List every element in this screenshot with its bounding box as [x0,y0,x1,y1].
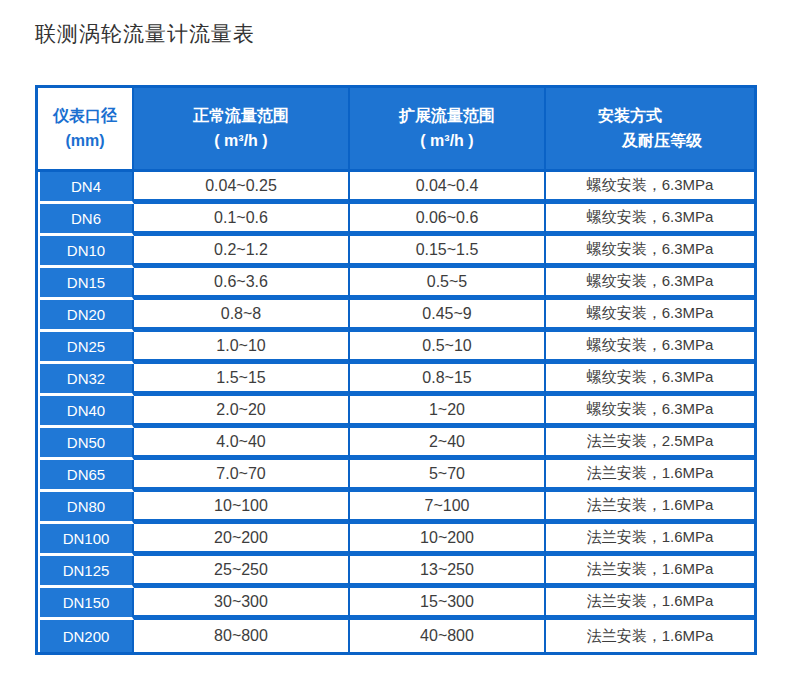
diameter-cell: DN200 [38,620,134,652]
installation-cell: 螺纹安装，6.3MPa [546,332,754,364]
diameter-cell: DN65 [38,460,134,492]
installation-cell: 螺纹安装，6.3MPa [546,204,754,236]
extended-range-cell: 0.04~0.4 [350,172,546,204]
extended-range-cell: 40~800 [350,620,546,652]
table-row: DN504.0~402~40法兰安装，2.5MPa [38,428,754,460]
installation-cell: 螺纹安装，6.3MPa [546,396,754,428]
table-row: DN20080~80040~800法兰安装，1.6MPa [38,620,754,652]
table-row: DN15030~30015~300法兰安装，1.6MPa [38,588,754,620]
extended-range-cell: 1~20 [350,396,546,428]
installation-cell: 法兰安装，1.6MPa [546,588,754,620]
table-row: DN150.6~3.60.5~5螺纹安装，6.3MPa [38,268,754,300]
installation-cell: 法兰安装，1.6MPa [546,524,754,556]
diameter-cell: DN10 [38,236,134,268]
table-header-row: 仪表口径 (mm) 正常流量范围 ( m³/h ) 扩展流量范围 ( m³/h … [38,88,754,172]
page-title: 联测涡轮流量计流量表 [35,20,255,48]
diameter-cell: DN4 [38,172,134,204]
normal-range-cell: 4.0~40 [134,428,350,460]
table-row: DN40.04~0.250.04~0.4螺纹安装，6.3MPa [38,172,754,204]
diameter-cell: DN125 [38,556,134,588]
header-diameter-label: 仪表口径 [53,104,117,129]
header-normal-range-label: 正常流量范围 [193,104,289,129]
extended-range-cell: 2~40 [350,428,546,460]
table-row: DN10020~20010~200法兰安装，1.6MPa [38,524,754,556]
table-row: DN402.0~201~20螺纹安装，6.3MPa [38,396,754,428]
extended-range-cell: 0.5~10 [350,332,546,364]
diameter-cell: DN15 [38,268,134,300]
diameter-cell: DN25 [38,332,134,364]
header-extended-range-unit: ( m³/h ) [399,129,495,154]
normal-range-cell: 20~200 [134,524,350,556]
installation-cell: 螺纹安装，6.3MPa [546,300,754,332]
diameter-cell: DN50 [38,428,134,460]
normal-range-cell: 0.8~8 [134,300,350,332]
table-row: DN200.8~80.45~9螺纹安装，6.3MPa [38,300,754,332]
installation-cell: 法兰安装，1.6MPa [546,620,754,652]
normal-range-cell: 30~300 [134,588,350,620]
table-row: DN251.0~100.5~10螺纹安装，6.3MPa [38,332,754,364]
normal-range-cell: 25~250 [134,556,350,588]
extended-range-cell: 0.5~5 [350,268,546,300]
extended-range-cell: 0.06~0.6 [350,204,546,236]
header-normal-range-unit: ( m³/h ) [193,129,289,154]
installation-cell: 螺纹安装，6.3MPa [546,268,754,300]
table-row: DN657.0~705~70法兰安装，1.6MPa [38,460,754,492]
normal-range-cell: 1.0~10 [134,332,350,364]
extended-range-cell: 5~70 [350,460,546,492]
normal-range-cell: 0.2~1.2 [134,236,350,268]
normal-range-cell: 10~100 [134,492,350,524]
normal-range-cell: 0.1~0.6 [134,204,350,236]
table-row: DN12525~25013~250法兰安装，1.6MPa [38,556,754,588]
table-body: DN40.04~0.250.04~0.4螺纹安装，6.3MPaDN60.1~0.… [38,172,754,652]
extended-range-cell: 0.15~1.5 [350,236,546,268]
extended-range-cell: 15~300 [350,588,546,620]
header-cell-installation: 安装方式 及耐压等级 [546,88,754,172]
flow-meter-spec-table: 仪表口径 (mm) 正常流量范围 ( m³/h ) 扩展流量范围 ( m³/h … [35,85,757,655]
installation-cell: 法兰安装，1.6MPa [546,492,754,524]
normal-range-cell: 2.0~20 [134,396,350,428]
table-row: DN321.5~150.8~15螺纹安装，6.3MPa [38,364,754,396]
installation-cell: 法兰安装，1.6MPa [546,460,754,492]
header-cell-extended-range: 扩展流量范围 ( m³/h ) [350,88,546,172]
installation-cell: 螺纹安装，6.3MPa [546,364,754,396]
diameter-cell: DN100 [38,524,134,556]
table-row: DN100.2~1.20.15~1.5螺纹安装，6.3MPa [38,236,754,268]
extended-range-cell: 0.45~9 [350,300,546,332]
table-row: DN60.1~0.60.06~0.6螺纹安装，6.3MPa [38,204,754,236]
header-extended-range-label: 扩展流量范围 [399,104,495,129]
header-diameter-unit: (mm) [53,129,117,154]
installation-cell: 螺纹安装，6.3MPa [546,236,754,268]
extended-range-cell: 10~200 [350,524,546,556]
normal-range-cell: 7.0~70 [134,460,350,492]
extended-range-cell: 7~100 [350,492,546,524]
normal-range-cell: 0.04~0.25 [134,172,350,204]
normal-range-cell: 1.5~15 [134,364,350,396]
normal-range-cell: 80~800 [134,620,350,652]
diameter-cell: DN32 [38,364,134,396]
header-pressure-rating-label: 及耐压等级 [598,129,702,154]
header-cell-diameter: 仪表口径 (mm) [38,88,134,172]
header-cell-normal-range: 正常流量范围 ( m³/h ) [134,88,350,172]
table-row: DN8010~1007~100法兰安装，1.6MPa [38,492,754,524]
diameter-cell: DN80 [38,492,134,524]
extended-range-cell: 0.8~15 [350,364,546,396]
installation-cell: 法兰安装，2.5MPa [546,428,754,460]
installation-cell: 螺纹安装，6.3MPa [546,172,754,204]
extended-range-cell: 13~250 [350,556,546,588]
header-installation-label: 安装方式 [598,104,702,129]
diameter-cell: DN150 [38,588,134,620]
normal-range-cell: 0.6~3.6 [134,268,350,300]
installation-cell: 法兰安装，1.6MPa [546,556,754,588]
diameter-cell: DN20 [38,300,134,332]
diameter-cell: DN40 [38,396,134,428]
diameter-cell: DN6 [38,204,134,236]
